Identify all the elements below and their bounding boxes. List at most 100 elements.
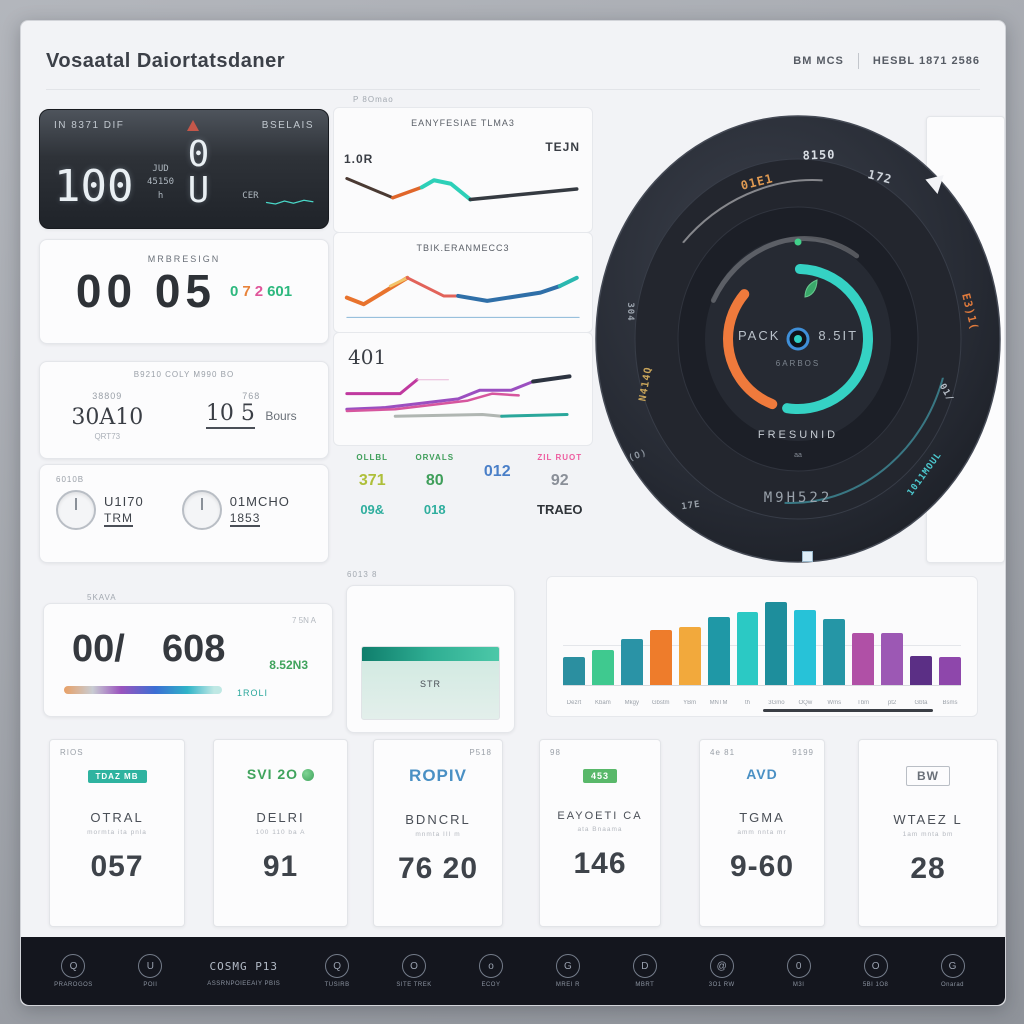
footer-item[interactable]: U POII <box>130 954 170 988</box>
header: Vosaatal Daiortatsdaner BM MCS HESBL 187… <box>46 33 980 90</box>
metric-card-bdncrl[interactable]: P518 ROPIV BDNCRL mnmta III m 76 20 <box>373 739 503 927</box>
metric-card-wtaez[interactable]: BW WTAEZ L 1am mnta bm 28 <box>858 739 998 927</box>
metric-card-otral[interactable]: RIOS TDAZ MB OTRAL mormta ita pnla 057 <box>49 739 185 927</box>
metric-card-eayoetica[interactable]: 98 453 EAYOETI CA ata Bnaama 146 <box>539 739 661 927</box>
bar <box>563 657 585 685</box>
warning-triangle-icon <box>187 120 200 131</box>
gauge-center-readout: PACK 8.5IT <box>737 327 859 343</box>
footer-item-label: M3I <box>792 982 805 988</box>
bar-axis-label: Bsms <box>942 700 958 706</box>
bar-column <box>649 593 672 685</box>
gauge-center-sub: 6ARBOS <box>775 359 821 369</box>
dial-icon <box>56 490 96 530</box>
gradient-range-bar[interactable] <box>64 686 222 694</box>
range-bar-end-label: 1ROLI <box>236 688 268 698</box>
stats-card-header: B9210 COLY M990 BO <box>133 370 235 379</box>
footer-item[interactable]: O 5BI 1O8 <box>856 954 896 988</box>
progress-bar[interactable]: STR <box>361 646 500 720</box>
bar-column <box>881 593 904 685</box>
stats-left-value: 30A10 <box>71 405 144 430</box>
bar-column <box>765 593 788 685</box>
theta-icon: 0 <box>786 954 811 978</box>
bar <box>881 632 904 685</box>
bar-axis-label: Gbstm <box>651 700 670 706</box>
range-green-value: 8.52N3 <box>269 658 308 672</box>
gauge-bottom-code: M9H522 <box>763 489 833 506</box>
gauge-bottom-marker <box>802 551 814 562</box>
gauge-ring-label: 01/ <box>936 382 955 404</box>
footer-item[interactable]: Q TUSIRB <box>317 954 357 988</box>
page-title: Vosaatal Daiortatsdaner <box>46 49 285 72</box>
line-chart-panel-c: 401 <box>333 332 593 446</box>
gauge-bottom-label: FRESUNID <box>757 429 839 441</box>
bar-column <box>910 593 932 685</box>
footer-item-label: 3O1 RW <box>708 982 735 988</box>
bar <box>620 639 643 685</box>
bar <box>823 618 846 685</box>
metric-card-tgma[interactable]: 4e 81 9199 AVD TGMA amm nnta mr 9-60 <box>699 739 825 927</box>
header-meta-right[interactable]: HESBL 1871 2586 <box>872 55 980 67</box>
lcd-secondary-value: 0 U <box>187 134 210 211</box>
stats-right-value: 10 5 <box>205 401 255 429</box>
header-meta-left[interactable]: BM MCS <box>793 55 844 67</box>
line-chart-a <box>342 154 584 224</box>
stats-right-tag: Bours <box>265 409 297 423</box>
bar-chart-scrollbar[interactable] <box>763 709 933 712</box>
footer-item[interactable]: G MREI R <box>548 954 588 988</box>
bar <box>678 627 701 685</box>
timer-value: 00 05 <box>75 265 217 317</box>
footer-item-label: 5BI 1O8 <box>862 982 889 988</box>
bar <box>794 610 817 685</box>
disc-icon: D <box>632 954 657 978</box>
timer-doodle-icons: 0 7 2 601 <box>230 283 292 300</box>
doodle-glyph: 0 <box>230 282 239 300</box>
arch-icon: O <box>402 954 427 978</box>
footer-item[interactable]: 0 M3I <box>779 954 819 988</box>
circular-gauge[interactable]: 01E1 8150 172 E3)1(1011MOUL N414Q (O) 17E 304 01… <box>593 114 1003 564</box>
footer-item[interactable]: Q PRAROGOS <box>53 954 93 988</box>
progress-bar-label: STR <box>420 679 441 689</box>
gauge-ring-label: E3)1( <box>959 291 982 333</box>
bar-column <box>852 593 875 685</box>
dial-icon <box>181 490 222 530</box>
metric-card-delri[interactable]: SVI 2O DELRI 100 110 ba A 91 <box>213 739 348 927</box>
bar-column <box>736 593 759 685</box>
bar-column <box>938 593 961 685</box>
footer-item[interactable]: O SITE TREK <box>394 954 434 988</box>
at-icon: @ <box>709 954 734 978</box>
progress-tiny-label: 6013 8 <box>347 570 378 579</box>
gauge-ring-label: 8150 <box>801 146 836 163</box>
gauge-bottom-small: aa <box>794 451 802 459</box>
footer-item[interactable]: COSMG P13 ASSRNPOIEEAIY PBIS <box>207 955 280 988</box>
gauge-ring-label: 01E1 <box>739 170 775 193</box>
lcd-top-left-label: IN 8371 DIF <box>54 120 125 131</box>
mini-gauge-item[interactable]: 01MCHO 1853 <box>181 490 290 530</box>
bar-chart-panel: Dezrt Kbam Mkgy Gbstm YBm MNTM th 3Gmo OQw Wms Tbm… <box>546 576 978 717</box>
boxed-tag: BW <box>906 766 950 786</box>
bar-column <box>591 593 614 685</box>
bar-axis-label: OQw <box>798 700 813 706</box>
mini-gauge-item[interactable]: U1I70 TRM <box>56 490 144 530</box>
gauge-ring-label: 172 <box>866 167 894 187</box>
bar <box>649 629 672 685</box>
lcd-primary-value: 100 <box>54 161 134 212</box>
bar-axis-label: MNTM <box>709 700 728 706</box>
line-chart-panel-a: EANYFESIAE TLMA3 1.0R TEJN <box>333 107 593 233</box>
dashboard-panel: Vosaatal Daiortatsdaner BM MCS HESBL 187… <box>20 20 1006 1006</box>
lcd-unit-label: CER <box>242 191 259 201</box>
range-value-1: 00/ <box>72 628 125 670</box>
bar-axis-label: 3Gmo <box>768 700 785 706</box>
bar <box>707 616 730 685</box>
stats-card: B9210 COLY M990 BO 38809 30A10 QRT73 768… <box>39 361 329 459</box>
mini-gauges-label: 6010B <box>56 475 85 484</box>
gauge-ring-label: (O) <box>627 448 649 464</box>
bar-axis-label: YBm <box>683 700 697 706</box>
footer-item[interactable]: @3O1 RW <box>702 954 742 988</box>
header-meta: BM MCS HESBL 1871 2586 <box>793 53 980 69</box>
footer-item[interactable]: o ECOY <box>471 954 511 988</box>
cup-icon: G <box>940 954 965 978</box>
bar <box>910 656 932 685</box>
chart-c-label: 401 <box>348 345 387 369</box>
footer-item[interactable]: G Onarad <box>933 954 973 988</box>
footer-item[interactable]: D MBRT <box>625 954 665 988</box>
